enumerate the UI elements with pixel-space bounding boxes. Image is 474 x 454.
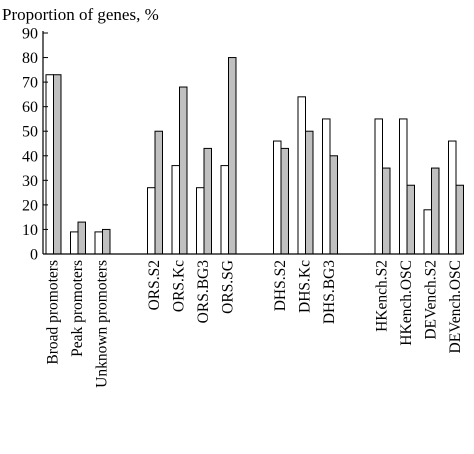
bar-gray (406, 184, 415, 255)
bar-gray (431, 167, 440, 255)
x-category-label: DEVench.OSC (447, 260, 464, 353)
y-axis-label: Proportion of genes, % (2, 5, 159, 24)
bar-gray (102, 228, 111, 255)
bar-open (70, 231, 79, 255)
bar-open (45, 74, 54, 255)
bar-open (196, 187, 205, 255)
bar-gray (382, 167, 391, 255)
x-category-label: DEVench.S2 (423, 260, 440, 340)
bar-open (171, 165, 180, 255)
y-tick-label: 60 (22, 99, 38, 116)
bar-open (322, 118, 331, 255)
bar-gray (77, 221, 86, 255)
x-category-label: Broad promoters (45, 260, 62, 365)
bar-gray (305, 130, 314, 255)
bar-gray (203, 147, 212, 255)
bar-open (448, 140, 457, 255)
x-category-label: Unknown promoters (94, 260, 111, 388)
bar-gray (280, 147, 289, 255)
bar-gray (228, 57, 237, 255)
y-tick-label: 30 (22, 173, 38, 190)
x-category-label: DHS.BG3 (321, 260, 338, 324)
x-category-label: ORS.BG3 (195, 260, 212, 324)
x-category-label: ORS.S2 (146, 260, 163, 310)
y-tick-label: 10 (22, 222, 38, 239)
x-category-label: ORS.Kc (171, 260, 188, 312)
bar-open (273, 140, 282, 255)
axes-layer (42, 31, 462, 255)
y-tick-label: 70 (22, 75, 38, 92)
bar-open (297, 96, 306, 255)
y-tick-label: 40 (22, 148, 38, 165)
bar-open (220, 165, 229, 255)
x-category-label: HKench.S2 (374, 260, 391, 332)
bars-layer (45, 57, 464, 255)
y-tick-label: 50 (22, 124, 38, 141)
y-tick-label: 20 (22, 197, 38, 214)
y-tick-label: 0 (30, 247, 38, 264)
bar-open (423, 209, 432, 255)
y-ticks-layer: 0 10 20 30 40 50 60 70 80 90 (22, 26, 48, 264)
bar-open (374, 118, 383, 255)
bar-gray (455, 184, 464, 255)
bar-open (399, 118, 408, 255)
x-category-label: Peak promoters (69, 260, 86, 357)
x-labels-layer: Broad promoters Peak promoters Unknown pro… (45, 260, 465, 388)
bar-gray (179, 86, 188, 255)
x-category-label: ORS.SG (220, 260, 237, 314)
x-category-label: DHS.S2 (272, 260, 289, 311)
bar-open (147, 187, 156, 255)
bar-gray (154, 130, 163, 255)
bar-gray (329, 155, 338, 255)
y-tick-label: 90 (22, 26, 38, 43)
bar-open (94, 231, 103, 255)
y-tick-label: 80 (22, 50, 38, 67)
x-category-label: DHS.Kc (297, 260, 314, 313)
x-category-label: HKench.OSC (398, 260, 415, 346)
bar-gray (53, 74, 62, 255)
